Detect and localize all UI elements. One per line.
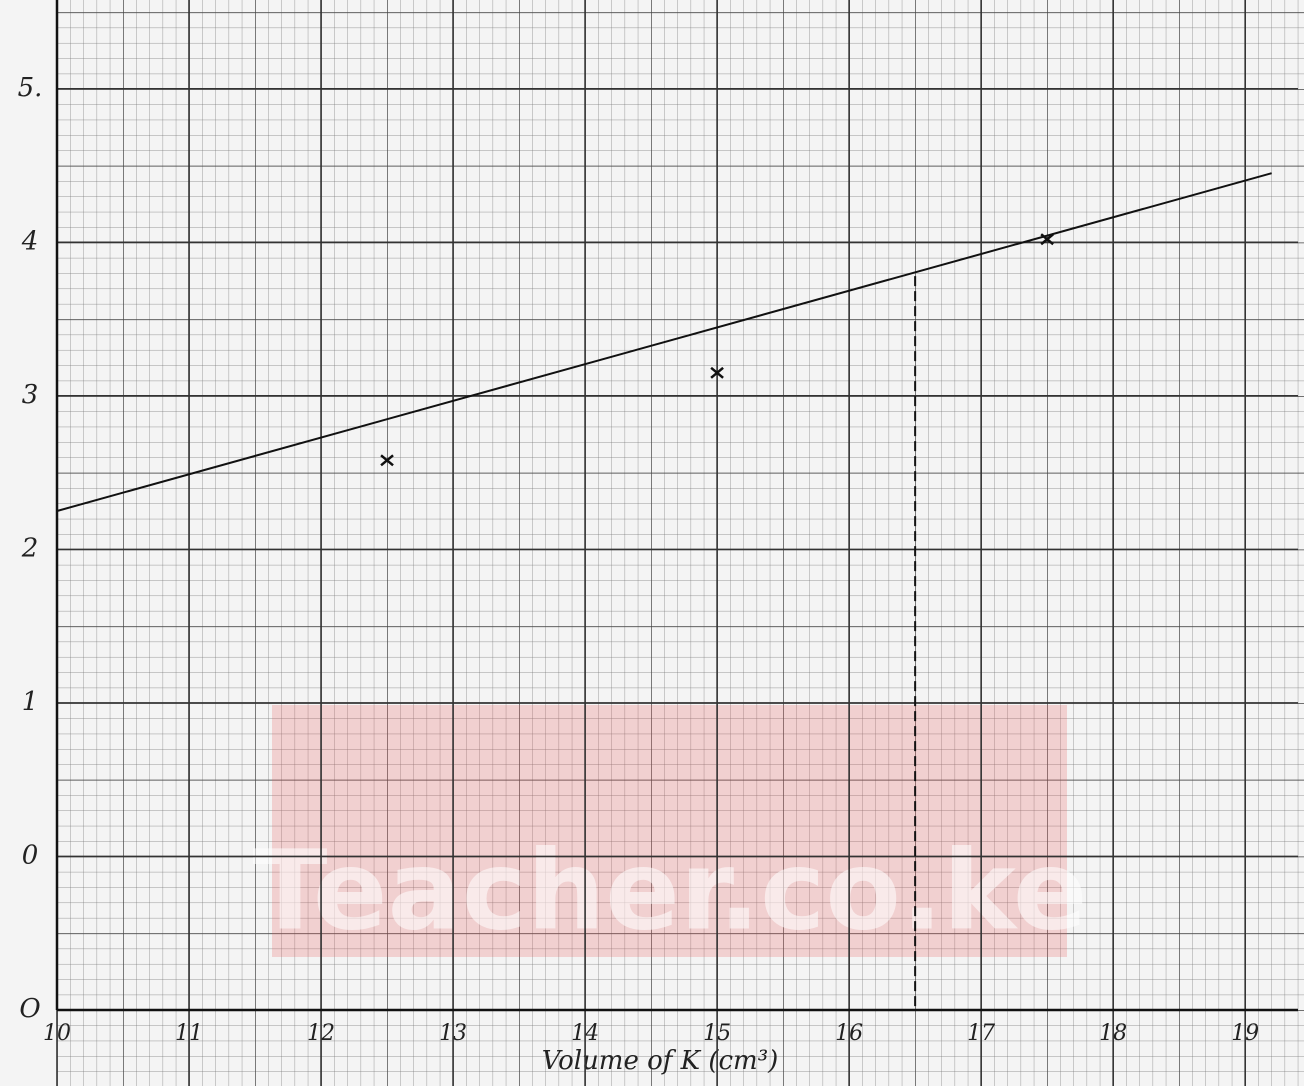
y-tick-label: O (19, 994, 40, 1024)
page: {"chart_data": {"type": "scatter", "x_la… (0, 0, 1304, 1086)
chart: Teacher.co.ke Volume of K (cm³) 5. 4 3 2 1 0 O… (0, 0, 1304, 1086)
watermark: Teacher.co.ke (252, 826, 1087, 954)
y-tick-label: 4 (21, 226, 39, 256)
y-tick-label: 5. (18, 73, 43, 103)
y-tick-label: 2 (21, 533, 39, 563)
y-tick-label: 1 (22, 687, 39, 717)
y-tick-label: 3 (22, 380, 39, 410)
x-axis-label: Volume of K (cm³) (542, 1046, 779, 1076)
y-tick-label: 0 (22, 840, 39, 870)
